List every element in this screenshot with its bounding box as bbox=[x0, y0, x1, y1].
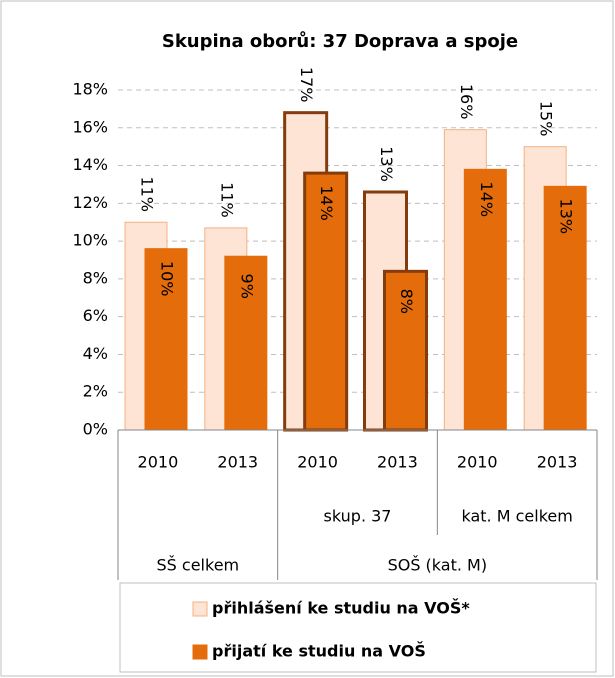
y-tick-label: 6% bbox=[83, 306, 108, 325]
x-tick-label: 2010 bbox=[457, 453, 498, 472]
data-label: 15% bbox=[537, 101, 556, 137]
legend-label: přijatí ke studiu na VOŠ bbox=[212, 642, 426, 661]
y-tick-label: 14% bbox=[72, 155, 108, 174]
legend-swatch bbox=[192, 601, 208, 617]
y-tick-label: 0% bbox=[83, 420, 108, 439]
data-label: 13% bbox=[377, 146, 396, 182]
legend-label: přihlášení ke studiu na VOŠ* bbox=[212, 599, 470, 618]
bar bbox=[543, 185, 587, 431]
data-label: 10% bbox=[158, 261, 177, 297]
y-tick-label: 4% bbox=[83, 344, 108, 363]
data-label: 16% bbox=[457, 84, 476, 120]
x-tick-label: 2010 bbox=[138, 453, 179, 472]
subgroup-label: kat. M celkem bbox=[461, 507, 572, 526]
data-label: 14% bbox=[317, 185, 336, 221]
y-tick-label: 10% bbox=[72, 231, 108, 250]
x-tick-label: 2010 bbox=[297, 453, 338, 472]
y-tick-label: 8% bbox=[83, 268, 108, 287]
group-label: SOŠ (kat. M) bbox=[388, 556, 488, 575]
data-label: 17% bbox=[297, 67, 316, 103]
x-tick-label: 2013 bbox=[217, 453, 258, 472]
y-tick-label: 16% bbox=[72, 117, 108, 136]
data-label: 11% bbox=[138, 176, 157, 212]
data-label: 13% bbox=[557, 199, 576, 235]
bar bbox=[144, 248, 188, 431]
bar bbox=[224, 255, 268, 431]
bar bbox=[383, 269, 428, 432]
data-label: 11% bbox=[217, 182, 236, 218]
y-tick-label: 18% bbox=[72, 80, 108, 99]
y-tick-label: 2% bbox=[83, 382, 108, 401]
x-tick-label: 2013 bbox=[377, 453, 418, 472]
x-tick-label: 2013 bbox=[537, 453, 578, 472]
chart-title: Skupina oborů: 37 Doprava a spoje bbox=[162, 30, 518, 52]
subgroup-label: skup. 37 bbox=[324, 507, 392, 526]
data-label: 14% bbox=[477, 182, 496, 218]
bar bbox=[463, 168, 507, 431]
data-label: 8% bbox=[397, 289, 416, 314]
legend-swatch bbox=[192, 644, 208, 660]
data-label: 9% bbox=[237, 274, 256, 299]
y-tick-label: 12% bbox=[72, 193, 108, 212]
group-label: SŠ celkem bbox=[157, 556, 240, 575]
